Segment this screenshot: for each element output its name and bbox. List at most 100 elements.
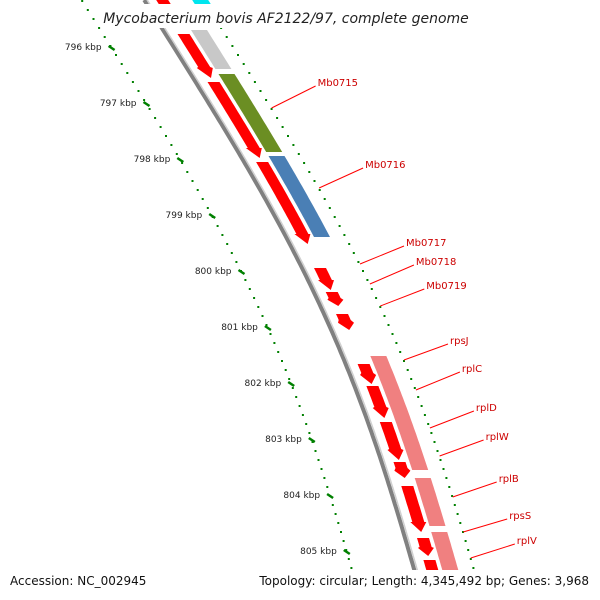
gc-dot (464, 540, 467, 542)
footer-backdrop (0, 570, 600, 600)
ruler-tick-label: 804 kbp (283, 491, 320, 501)
gc-dot (469, 558, 472, 560)
ruler-dot (159, 126, 162, 128)
ruler-dot (115, 54, 117, 56)
gene-label-rplb: rplB (499, 474, 519, 485)
gc-dot (456, 513, 459, 515)
ruler-tick-label: 799 kbp (166, 211, 203, 221)
gc-dot (281, 126, 284, 128)
ruler-ticks: 796 kbp 797 kbp 798 kbp 799 kbp 800 kbp 801 k… (65, 43, 351, 557)
ruler-dot (265, 324, 268, 326)
ruler-dot (320, 468, 323, 470)
ruler-dot (298, 405, 301, 407)
gc-dot (343, 234, 346, 236)
ruler-dot (226, 243, 229, 245)
gc-dot (370, 288, 373, 290)
ruler-dot (98, 27, 101, 29)
ruler-dot (248, 288, 251, 290)
ruler-dot (235, 261, 238, 263)
ruler-dot (244, 279, 247, 281)
ruler-dot (86, 9, 89, 11)
gc-dot (328, 207, 331, 209)
ruler-dot (273, 342, 276, 344)
gene-label-mb0718: Mb0718 (416, 257, 456, 268)
gene-label-rplc: rplC (462, 364, 482, 375)
ruler-tick-label: 798 kbp (134, 155, 171, 165)
ruler-dot (334, 513, 337, 515)
cog-bar-steelblue (268, 156, 330, 237)
gene-arrow (366, 386, 389, 418)
ruler-dot (165, 135, 167, 137)
gc-dot (352, 252, 355, 254)
ruler-dot (269, 333, 272, 335)
ruler-dot (337, 522, 340, 524)
ruler-tick (326, 492, 334, 500)
gene-label-rpld: rplD (476, 403, 497, 414)
gene-arrow (379, 422, 404, 460)
ruler-dot (261, 315, 264, 317)
gene-label-rpsj: rpsJ (450, 336, 469, 347)
ruler-tick-label: 805 kbp (300, 547, 337, 557)
gc-dot (248, 72, 251, 74)
ruler-dot (311, 441, 314, 443)
gc-dot (417, 396, 420, 398)
ruler-dot (317, 459, 320, 461)
title-backdrop (110, 4, 490, 28)
cog-bar-pink-1 (370, 356, 429, 470)
gc-dot (387, 324, 390, 326)
gc-dot (423, 414, 426, 416)
gc-dot (433, 441, 436, 443)
ruler-tick (237, 268, 246, 276)
ruler-tick-label: 801 kbp (221, 323, 258, 333)
backbone-highlight (146, 0, 427, 600)
gc-dot (391, 333, 394, 335)
label-leader-line (470, 543, 515, 559)
gc-dot (265, 99, 268, 101)
cog-bar-olive (218, 74, 283, 152)
gc-dot (379, 306, 382, 308)
gc-dot (453, 504, 456, 506)
cog-bar-grey (191, 30, 232, 69)
gc-dot (338, 225, 341, 227)
gc-dot (333, 216, 336, 218)
gc-dot (442, 468, 445, 470)
gc-dot (362, 270, 364, 272)
gc-dot (403, 360, 405, 362)
gc-dot (467, 549, 470, 551)
label-leader-line (429, 410, 475, 429)
ruler-tick (287, 380, 295, 388)
gc-dot (308, 171, 311, 173)
ruler-dot (170, 144, 173, 146)
gene-arrow (207, 82, 262, 158)
ruler-tick (107, 44, 116, 52)
label-leader-line (452, 481, 497, 498)
ruler-dot (345, 549, 348, 551)
ruler-tick (208, 212, 216, 220)
ruler-dot (126, 72, 129, 74)
ruler-dot (196, 189, 199, 191)
ruler-dot (186, 171, 189, 173)
accession-text: Accession: NC_002945 (10, 574, 146, 588)
gc-dot (448, 486, 451, 488)
ruler-dot (288, 378, 291, 380)
gene-arrow (314, 268, 334, 290)
gene-label-rplv: rplV (517, 536, 537, 547)
ruler-dot (350, 567, 353, 569)
gc-dot (348, 243, 351, 245)
ruler-dot (201, 198, 204, 200)
gc-dot (472, 567, 475, 569)
gene-label-rpss: rpsS (509, 511, 531, 522)
ruler-dot (230, 252, 233, 254)
ruler-dot (281, 360, 283, 362)
gene-arrows (156, 0, 446, 600)
gc-dot (366, 279, 369, 281)
map-title: Mycobacterium bovis AF2122/97, complete … (103, 11, 469, 27)
ruler-dot (181, 162, 184, 164)
gc-dot (225, 36, 228, 38)
ruler-dot (191, 180, 194, 182)
ruler-tick (264, 324, 272, 332)
ruler-dot (340, 531, 342, 533)
ruler-tick (142, 100, 151, 108)
ruler-dot (305, 423, 308, 425)
gc-dot (436, 450, 439, 452)
